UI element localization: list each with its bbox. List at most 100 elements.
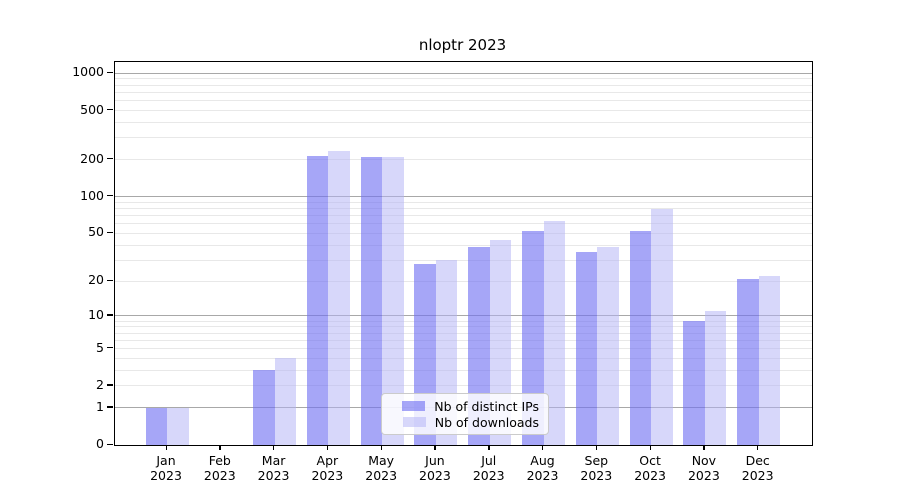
x-tick-label-apr: Apr 2023: [311, 453, 344, 483]
gridline-minor: [115, 122, 812, 124]
gridline-minor: [115, 244, 812, 246]
legend-item-distinct-ips: Nb of distinct IPs: [389, 398, 539, 414]
y-tick-label: 0: [96, 436, 104, 451]
gridline-major: [115, 196, 812, 198]
gridline-minor: [115, 326, 812, 328]
x-tick-label-jun: Jun 2023: [419, 453, 451, 483]
bar-distinct-ips-mar: [253, 370, 275, 445]
gridline-minor: [115, 357, 812, 359]
gridline-minor: [115, 208, 812, 210]
gridline-minor: [115, 332, 812, 334]
y-tick-label: 10: [88, 306, 104, 322]
x-tick-label-may: May 2023: [365, 453, 398, 483]
y-tick-label: 20: [88, 272, 104, 288]
y-tick: [107, 406, 113, 408]
y-tick-label: 2: [96, 376, 104, 392]
bar-distinct-ips-jan: [145, 407, 167, 445]
y-tick: [107, 195, 113, 197]
gridline-minor: [115, 78, 812, 80]
gridline-major: [115, 72, 812, 74]
x-tick-label-dec: Dec 2023: [741, 453, 774, 483]
x-tick: [434, 445, 436, 451]
bar-downloads-apr: [328, 151, 350, 445]
legend-label-downloads: Nb of downloads: [434, 414, 539, 430]
y-tick-label: 1000: [72, 64, 104, 80]
gridline-minor: [115, 159, 812, 161]
bar-downloads-aug: [543, 221, 566, 445]
gridline-minor: [115, 110, 812, 112]
x-tick-label-nov: Nov 2023: [687, 453, 720, 483]
gridline-major: [115, 315, 812, 317]
legend-item-downloads: Nb of downloads: [389, 414, 539, 430]
y-tick: [107, 231, 113, 234]
y-tick: [107, 347, 113, 349]
x-tick: [542, 445, 544, 451]
y-tick-label: 500: [80, 101, 104, 117]
x-tick: [165, 445, 167, 451]
bar-distinct-ips-may: [360, 157, 383, 445]
bar-downloads-mar: [274, 358, 297, 445]
bar-downloads-dec: [758, 276, 781, 445]
x-tick-label-feb: Feb 2023: [203, 453, 236, 483]
x-tick: [219, 445, 221, 451]
bar-distinct-ips-oct: [629, 231, 652, 445]
y-tick-label: 1: [96, 398, 104, 414]
bar-distinct-ips-aug: [522, 231, 544, 445]
gridline-minor: [115, 215, 812, 217]
gridline-minor: [115, 259, 812, 261]
x-tick-label-aug: Aug 2023: [526, 453, 559, 483]
bar-distinct-ips-dec: [737, 278, 759, 445]
x-tick: [757, 445, 759, 451]
gridline-minor: [115, 100, 812, 102]
y-tick: [107, 71, 113, 74]
bar-downloads-nov: [704, 311, 727, 445]
x-tick: [380, 445, 382, 451]
gridline-minor: [115, 137, 812, 139]
y-tick-label: 5: [96, 339, 104, 355]
bar-downloads-sep: [597, 246, 619, 445]
legend-swatch-downloads: [402, 417, 426, 427]
gridline-minor: [115, 339, 812, 341]
gridline-minor: [115, 320, 812, 322]
bar-downloads-jan: [167, 407, 189, 445]
gridline-minor: [115, 348, 812, 350]
x-tick-label-sep: Sep 2023: [580, 453, 613, 483]
plot-area: [114, 61, 813, 446]
y-tick: [107, 443, 113, 445]
bar-distinct-ips-nov: [683, 321, 705, 445]
y-tick: [107, 109, 113, 111]
gridline-minor: [115, 201, 812, 203]
gridline-minor: [115, 84, 812, 86]
gridline-minor: [115, 369, 812, 371]
y-tick-label: 200: [80, 150, 104, 166]
x-tick: [703, 445, 705, 451]
y-tick: [107, 279, 113, 281]
x-tick: [649, 445, 651, 451]
bar-downloads-may: [382, 156, 404, 445]
legend-label-distinct-ips: Nb of distinct IPs: [434, 398, 539, 414]
x-tick: [595, 445, 598, 451]
y-tick: [107, 314, 113, 316]
legend-swatch-distinct-ips: [402, 401, 426, 411]
x-tick-label-jan: Jan 2023: [150, 453, 182, 483]
chart-title: nloptr 2023: [418, 36, 507, 54]
y-tick-label: 50: [88, 224, 104, 240]
y-tick-label: 100: [80, 187, 104, 203]
gridline-minor: [115, 91, 812, 93]
gridline-minor: [115, 232, 812, 234]
legend: Nb of distinct IPs Nb of downloads: [381, 393, 549, 435]
bar-distinct-ips-apr: [306, 155, 329, 445]
bar-downloads-oct: [651, 208, 673, 445]
x-tick: [488, 445, 490, 451]
x-tick: [326, 445, 329, 451]
y-tick: [107, 158, 113, 160]
x-tick: [273, 445, 275, 451]
x-tick-label-jul: Jul 2023: [472, 453, 505, 483]
bar-distinct-ips-sep: [575, 252, 598, 445]
gridline-minor: [115, 280, 812, 282]
gridline-minor: [115, 223, 812, 225]
x-tick-label-mar: Mar 2023: [257, 453, 290, 483]
gridline-minor: [115, 385, 812, 387]
y-tick: [107, 384, 113, 386]
